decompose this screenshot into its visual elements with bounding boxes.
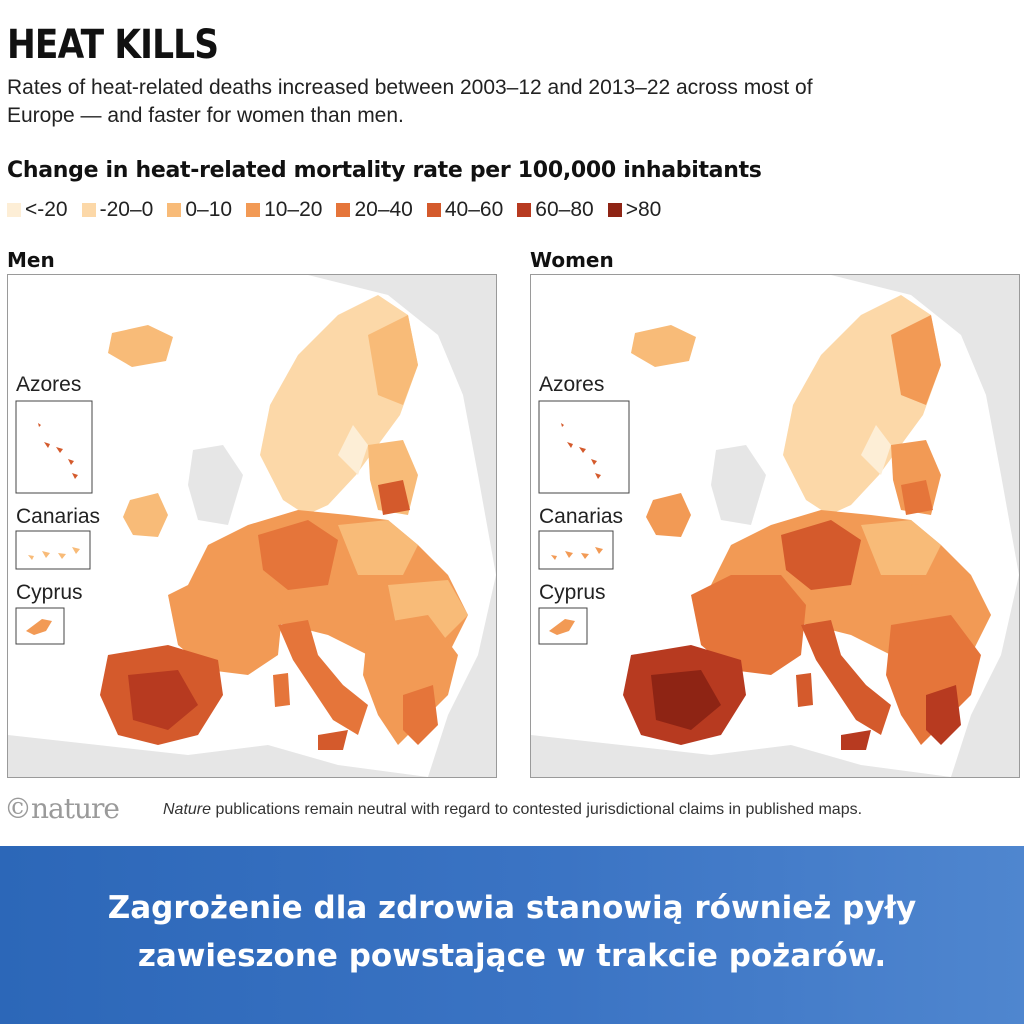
inset-label-canarias: Canarias xyxy=(539,505,624,528)
inset-label-cyprus: Cyprus xyxy=(539,581,606,604)
inset-label-azores: Azores xyxy=(16,373,82,396)
legend-label: >80 xyxy=(625,198,662,221)
legend-title: Change in heat-related mortality rate pe… xyxy=(7,158,762,183)
footer-note-italic: Nature xyxy=(163,801,212,818)
legend-item: 20–40 xyxy=(336,198,413,222)
map-label-women: Women xyxy=(530,248,614,272)
chart-subtitle: Rates of heat-related deaths increased b… xyxy=(7,76,813,127)
legend-item: <-20 xyxy=(7,198,68,222)
legend-swatch xyxy=(81,203,96,217)
inset-label-azores: Azores xyxy=(539,373,605,396)
legend-item: 0–10 xyxy=(167,198,232,222)
legend-label: 40–60 xyxy=(444,198,504,221)
europe-map-women xyxy=(531,275,1019,777)
legend-swatch xyxy=(167,203,182,217)
caption-banner xyxy=(0,846,1024,1024)
banner-line-2: zawieszone powstające w trakcie pożarów. xyxy=(137,938,887,974)
chart-title: HEAT KILLS xyxy=(7,22,219,68)
map-label-men: Men xyxy=(7,248,55,272)
nature-logo: ©nature xyxy=(4,792,120,825)
inset-label-cyprus: Cyprus xyxy=(16,581,83,604)
legend-item: 10–20 xyxy=(246,198,322,222)
legend-label: 60–80 xyxy=(535,198,594,221)
legend-label: 20–40 xyxy=(354,198,413,221)
legend-item: 60–80 xyxy=(517,198,594,222)
legend-label: -20–0 xyxy=(99,198,154,221)
legend-swatch xyxy=(246,203,261,217)
legend-swatch xyxy=(7,203,21,217)
legend-label: <-20 xyxy=(25,198,68,221)
legend-label: 0–10 xyxy=(185,198,233,221)
legend-item: >80 xyxy=(607,198,662,222)
legend-swatch xyxy=(336,203,351,217)
europe-map-men xyxy=(8,275,496,777)
banner-caption: Zagrożenie dla zdrowia stanowią również … xyxy=(0,884,1024,980)
legend-swatch xyxy=(607,203,622,217)
legend-item: 40–60 xyxy=(426,198,504,222)
map-women: Azores Canarias Cyprus xyxy=(530,274,1020,778)
inset-label-canarias: Canarias xyxy=(16,505,101,528)
legend: <-20 -20–0 0–10 10–20 20–40 40–60 60–80 … xyxy=(7,198,675,222)
footer-note-text: publications remain neutral with regard … xyxy=(211,801,863,818)
legend-label: 10–20 xyxy=(264,198,323,221)
map-men: Azores Canarias Cyprus xyxy=(7,274,497,778)
legend-swatch xyxy=(426,203,441,217)
banner-line-1: Zagrożenie dla zdrowia stanowią również … xyxy=(107,890,917,926)
footer-note: Nature publications remain neutral with … xyxy=(163,801,862,819)
legend-item: -20–0 xyxy=(81,198,154,222)
legend-swatch xyxy=(517,203,532,217)
